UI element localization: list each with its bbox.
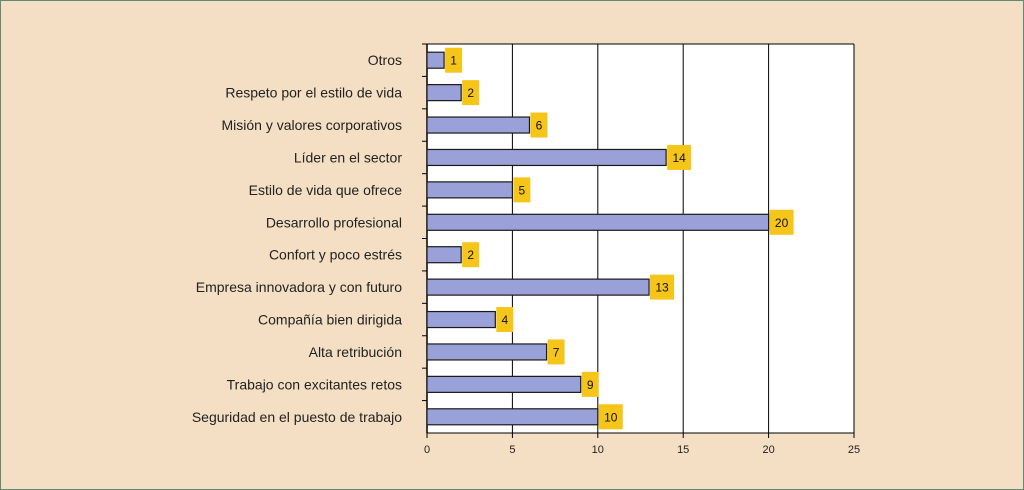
data-label-box: [650, 274, 675, 300]
bar: [426, 246, 462, 264]
x-tick-label: 10: [592, 444, 604, 456]
bar: [426, 375, 582, 393]
data-label: 2: [467, 248, 474, 262]
category-label: Otros: [368, 52, 402, 68]
data-label: 10: [604, 410, 618, 424]
category-label: Misión y valores corporativos: [221, 117, 402, 133]
data-label-box: [769, 209, 794, 235]
category-label: Alta retribución: [309, 344, 402, 360]
data-label: 5: [519, 183, 526, 197]
x-tick-label: 5: [509, 444, 515, 456]
bar: [426, 181, 514, 199]
data-label: 6: [536, 119, 543, 133]
bar: [426, 213, 770, 231]
data-label-box: [547, 339, 565, 365]
category-label: Trabajo con excitantes retos: [227, 376, 402, 392]
category-label: Compañía bien dirigida: [258, 312, 402, 328]
category-label: Confort y poco estrés: [269, 247, 402, 263]
category-label: Empresa innovadora y con futuro: [196, 279, 402, 295]
data-label-box: [598, 404, 623, 430]
bar: [426, 116, 531, 134]
category-label: Desarrollo profesional: [266, 214, 402, 230]
plot-area: [427, 44, 854, 433]
data-label: 9: [587, 378, 594, 392]
data-label-box: [581, 371, 599, 397]
category-label: Respeto por el estilo de vida: [225, 85, 402, 101]
data-label-box: [530, 112, 548, 138]
data-label: 14: [672, 151, 686, 165]
bar: [426, 343, 548, 361]
category-label: Líder en el sector: [294, 149, 403, 165]
category-label: Estilo de vida que ofrece: [249, 182, 403, 198]
bar: [426, 84, 462, 102]
bar: [426, 148, 667, 167]
category-label: Seguridad en el puesto de trabajo: [192, 409, 402, 425]
data-label: 20: [775, 216, 789, 230]
data-label-box: [462, 242, 480, 268]
x-tick-label: 20: [762, 444, 774, 456]
data-label-box: [667, 144, 692, 170]
data-label: 13: [655, 281, 669, 295]
data-label: 7: [553, 345, 560, 359]
data-label: 2: [467, 86, 474, 100]
data-label-box: [462, 80, 480, 106]
data-label: 1: [450, 54, 457, 68]
data-label-box: [445, 47, 463, 73]
x-tick-label: 0: [424, 444, 430, 456]
data-label: 4: [501, 313, 508, 327]
x-tick-label: 15: [677, 444, 689, 456]
bar: [426, 310, 496, 329]
bar: [426, 51, 445, 69]
bar: [426, 278, 650, 296]
data-label-box: [496, 307, 514, 333]
x-tick-label: 25: [848, 444, 860, 456]
data-label-box: [513, 177, 531, 203]
bar: [426, 408, 599, 426]
